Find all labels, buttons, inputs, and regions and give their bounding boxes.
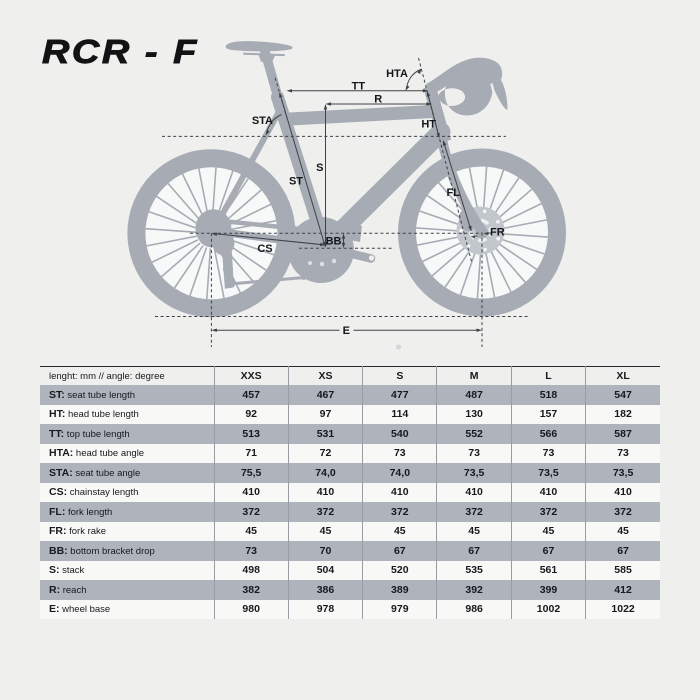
svg-text:STA: STA (252, 115, 273, 127)
svg-text:ST: ST (289, 176, 303, 188)
svg-text:E: E (343, 325, 350, 337)
svg-text:BB: BB (326, 235, 342, 247)
svg-text:FR: FR (490, 227, 505, 239)
svg-text:R: R (374, 93, 382, 105)
svg-text:CS: CS (257, 243, 272, 255)
svg-text:FL: FL (447, 187, 461, 199)
svg-text:HTA: HTA (386, 68, 408, 80)
svg-text:HT: HT (421, 119, 436, 131)
svg-text:S: S (316, 162, 323, 174)
svg-text:TT: TT (352, 80, 366, 92)
